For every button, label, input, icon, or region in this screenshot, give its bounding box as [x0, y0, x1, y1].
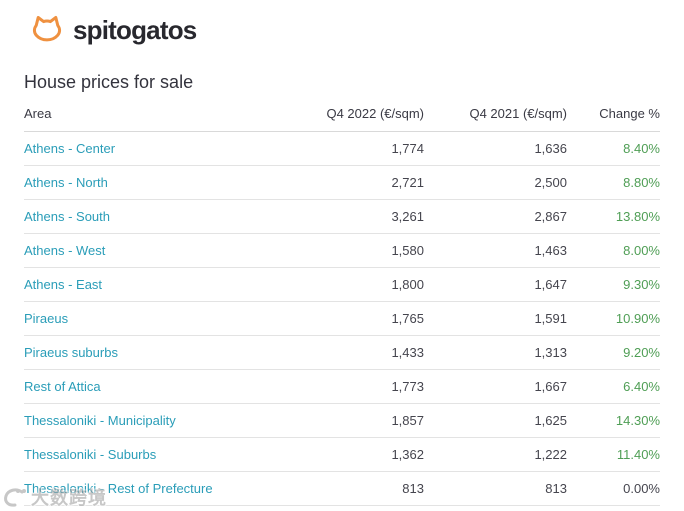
q4-2022-value: 1,857	[280, 403, 424, 438]
area-cell: Athens - North	[24, 165, 280, 200]
q4-2021-value: 1,463	[424, 233, 567, 268]
q4-2021-value: 1,647	[424, 267, 567, 302]
table-row: Thessaloniki - Suburbs 1,362 1,222 11.40…	[24, 437, 660, 472]
price-table-body: Athens - Center 1,774 1,636 8.40% Athens…	[24, 131, 660, 506]
page-title: House prices for sale	[24, 72, 194, 92]
q4-2021-value: 1,636	[424, 131, 567, 166]
table-row: Thessaloniki - Municipality 1,857 1,625 …	[24, 403, 660, 438]
q4-2021-value: 1,625	[424, 403, 567, 438]
area-link[interactable]: Athens - North	[24, 175, 108, 190]
table-row: Athens - North 2,721 2,500 8.80%	[24, 165, 660, 200]
q4-2021-value: 1,667	[424, 369, 567, 404]
table-row: Piraeus suburbs 1,433 1,313 9.20%	[24, 335, 660, 370]
table-row: Athens - Center 1,774 1,636 8.40%	[24, 131, 660, 166]
cat-logo-icon	[32, 16, 62, 42]
table-row: Rest of Attica 1,773 1,667 6.40%	[24, 369, 660, 404]
change-percent-value: 9.30%	[567, 267, 660, 302]
area-cell: Athens - West	[24, 233, 280, 268]
q4-2022-value: 2,721	[280, 165, 424, 200]
q4-2022-value: 1,800	[280, 267, 424, 302]
q4-2022-value: 1,773	[280, 369, 424, 404]
q4-2022-value: 1,580	[280, 233, 424, 268]
column-header-q4-2021: Q4 2021 (€/sqm)	[424, 93, 567, 132]
change-percent-value: 11.40%	[567, 437, 660, 472]
area-cell: Rest of Attica	[24, 369, 280, 404]
change-percent-value: 0.00%	[567, 471, 660, 506]
q4-2022-value: 3,261	[280, 199, 424, 234]
area-link[interactable]: Athens - East	[24, 277, 103, 292]
area-link[interactable]: Thessaloniki - Rest of Prefecture	[24, 481, 213, 496]
area-link[interactable]: Thessaloniki - Suburbs	[24, 447, 157, 462]
table-header-row: Area Q4 2022 (€/sqm) Q4 2021 (€/sqm) Cha…	[24, 93, 660, 132]
area-cell: Athens - Center	[24, 131, 280, 166]
table-row: Athens - West 1,580 1,463 8.00%	[24, 233, 660, 268]
change-percent-value: 8.80%	[567, 165, 660, 200]
area-link[interactable]: Rest of Attica	[24, 379, 101, 394]
q4-2021-value: 2,500	[424, 165, 567, 200]
q4-2022-value: 1,433	[280, 335, 424, 370]
area-link[interactable]: Athens - West	[24, 243, 106, 258]
q4-2021-value: 1,222	[424, 437, 567, 472]
q4-2022-value: 813	[280, 471, 424, 506]
brand-header: spitogatos	[0, 0, 684, 44]
q4-2022-value: 1,765	[280, 301, 424, 336]
q4-2022-value: 1,774	[280, 131, 424, 166]
q4-2021-value: 1,591	[424, 301, 567, 336]
area-cell: Athens - East	[24, 267, 280, 302]
change-percent-value: 13.80%	[567, 199, 660, 234]
q4-2021-value: 2,867	[424, 199, 567, 234]
area-cell: Thessaloniki - Suburbs	[24, 437, 280, 472]
change-percent-value: 8.00%	[567, 233, 660, 268]
change-percent-value: 9.20%	[567, 335, 660, 370]
area-cell: Thessaloniki - Rest of Prefecture	[24, 471, 280, 506]
table-row: Athens - East 1,800 1,647 9.30%	[24, 267, 660, 302]
area-cell: Piraeus	[24, 301, 280, 336]
change-percent-value: 14.30%	[567, 403, 660, 438]
brand-name: spitogatos	[73, 14, 197, 45]
q4-2022-value: 1,362	[280, 437, 424, 472]
q4-2021-value: 813	[424, 471, 567, 506]
column-header-area: Area	[24, 93, 280, 132]
area-cell: Thessaloniki - Municipality	[24, 403, 280, 438]
area-link[interactable]: Thessaloniki - Municipality	[24, 413, 176, 428]
q4-2021-value: 1,313	[424, 335, 567, 370]
area-link[interactable]: Athens - Center	[24, 141, 116, 156]
area-link[interactable]: Piraeus suburbs	[24, 345, 118, 360]
column-header-change: Change %	[567, 93, 660, 132]
column-header-q4-2022: Q4 2022 (€/sqm)	[280, 93, 424, 132]
change-percent-value: 8.40%	[567, 131, 660, 166]
area-link[interactable]: Piraeus	[24, 311, 69, 326]
area-cell: Piraeus suburbs	[24, 335, 280, 370]
house-prices-table: Area Q4 2022 (€/sqm) Q4 2021 (€/sqm) Cha…	[24, 93, 660, 506]
area-link[interactable]: Athens - South	[24, 209, 110, 224]
area-cell: Athens - South	[24, 199, 280, 234]
table-row: Thessaloniki - Rest of Prefecture 813 81…	[24, 471, 660, 506]
change-percent-value: 10.90%	[567, 301, 660, 336]
change-percent-value: 6.40%	[567, 369, 660, 404]
table-row: Athens - South 3,261 2,867 13.80%	[24, 199, 660, 234]
table-row: Piraeus 1,765 1,591 10.90%	[24, 301, 660, 336]
